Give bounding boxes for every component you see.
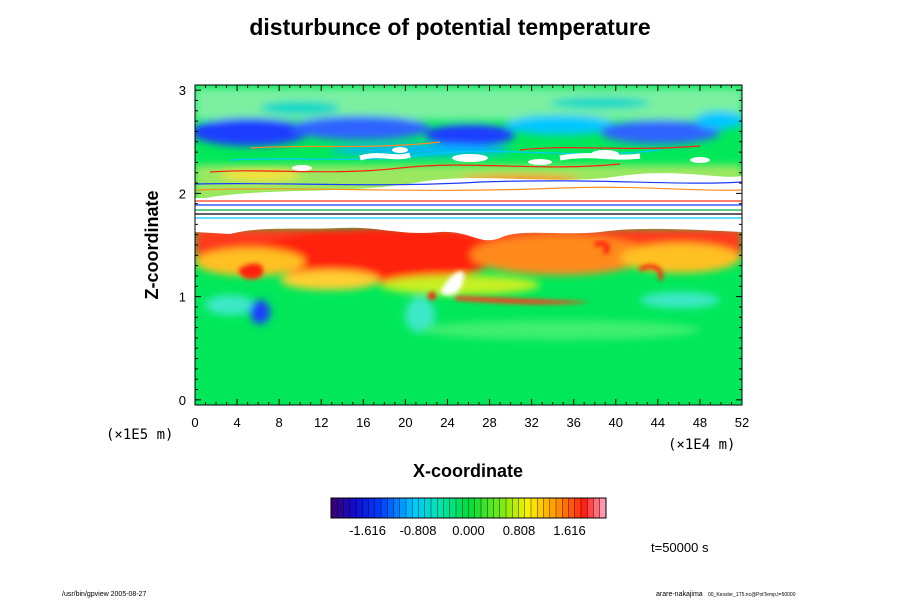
colorbar-frame [330, 497, 607, 519]
colorbar-tick-label: 0.000 [452, 523, 485, 538]
y-tick-label: 0 [179, 393, 186, 408]
colorbar-cell [362, 497, 370, 519]
colorbar-cell [399, 497, 407, 519]
colorbar-cell [599, 497, 607, 519]
chart-title: disturbunce of potential temperature [249, 14, 651, 40]
colorbar-cell [337, 497, 345, 519]
colorbar-cell [487, 497, 495, 519]
colorbar-cell [568, 497, 576, 519]
x-tick-labels: 0 4 8 12 16 20 24 28 32 36 40 44 48 52 [191, 415, 749, 430]
colorbar-cell [530, 497, 538, 519]
colorbar-cell [549, 497, 557, 519]
colorbar-cell [355, 497, 363, 519]
x-tick-label: 52 [735, 415, 749, 430]
colorbar-cell [468, 497, 476, 519]
x-tick-label: 28 [482, 415, 496, 430]
colorbar-cell [537, 497, 545, 519]
colorbar-cell [555, 497, 563, 519]
colorbar-cell [587, 497, 595, 519]
y-axis-label: Z-coordinate [142, 190, 162, 299]
colorbar-cell [543, 497, 551, 519]
x-tick-label: 4 [233, 415, 240, 430]
y-scale-label: (×1E5 m) [106, 427, 173, 443]
colorbar-cell [480, 497, 488, 519]
colorbar-cell [512, 497, 520, 519]
colorbar-cell [393, 497, 401, 519]
colorbar-cell [418, 497, 426, 519]
colorbar-cell [524, 497, 532, 519]
heatmap-field [195, 85, 742, 405]
colorbar-tick-label: -1.616 [349, 523, 386, 538]
colorbar-tick-label: -0.808 [400, 523, 437, 538]
colorbar-cell [430, 497, 438, 519]
colorbar-tick-label: 0.808 [503, 523, 536, 538]
colorbar-cell [424, 497, 432, 519]
colorbar-cell [574, 497, 582, 519]
colorbar-cell [380, 497, 388, 519]
colorbar-cell [374, 497, 382, 519]
y-tick-labels: 0 1 2 3 [179, 83, 186, 408]
x-tick-label: 48 [693, 415, 707, 430]
colorbar-cell [505, 497, 513, 519]
x-tick-label: 44 [651, 415, 665, 430]
colorbar-labels: -1.616 -0.808 0.000 0.808 1.616 [349, 523, 586, 538]
x-tick-label: 12 [314, 415, 328, 430]
x-tick-label: 20 [398, 415, 412, 430]
footer-right-main: arare-nakajima [656, 591, 703, 598]
x-tick-label: 40 [609, 415, 623, 430]
colorbar-cell [437, 497, 445, 519]
colorbar-cell [368, 497, 376, 519]
time-label: t=50000 s [651, 540, 709, 555]
y-ticks [195, 89, 742, 401]
y-tick-label: 1 [179, 290, 186, 305]
colorbar-cell [580, 497, 588, 519]
colorbar-tick-label: 1.616 [553, 523, 586, 538]
colorbar-cell [474, 497, 482, 519]
colorbar: -1.616 -0.808 0.000 0.808 1.616 [330, 497, 607, 538]
colorbar-cell [499, 497, 507, 519]
colorbar-cell [412, 497, 420, 519]
colorbar-cell [493, 497, 501, 519]
colorbar-cell [405, 497, 413, 519]
colorbar-cell [443, 497, 451, 519]
x-scale-label: (×1E4 m) [668, 437, 735, 453]
x-tick-label: 24 [440, 415, 454, 430]
colorbar-cell [562, 497, 570, 519]
x-tick-label: 8 [276, 415, 283, 430]
colorbar-cell [593, 497, 601, 519]
x-tick-label: 0 [191, 415, 198, 430]
colorbar-cell [449, 497, 457, 519]
x-tick-label: 36 [566, 415, 580, 430]
colorbar-cell [349, 497, 357, 519]
y-tick-label: 3 [179, 83, 186, 98]
colorbar-cell [518, 497, 526, 519]
colorbar-cells [330, 497, 607, 519]
footer-right-small: 00_Kessler_1T5.nc@PotTemp,t=50000 [708, 592, 796, 598]
x-axis-label: X-coordinate [413, 461, 523, 481]
colorbar-cell [343, 497, 351, 519]
x-tick-label: 16 [356, 415, 370, 430]
y-tick-label: 2 [179, 186, 186, 201]
colorbar-cell [455, 497, 463, 519]
colorbar-cell [330, 497, 338, 519]
footer-left: /usr/bin/gpview 2005-08-27 [62, 591, 147, 598]
colorbar-cell [387, 497, 395, 519]
colorbar-cell [462, 497, 470, 519]
x-ticks [194, 85, 743, 405]
x-tick-label: 32 [524, 415, 538, 430]
